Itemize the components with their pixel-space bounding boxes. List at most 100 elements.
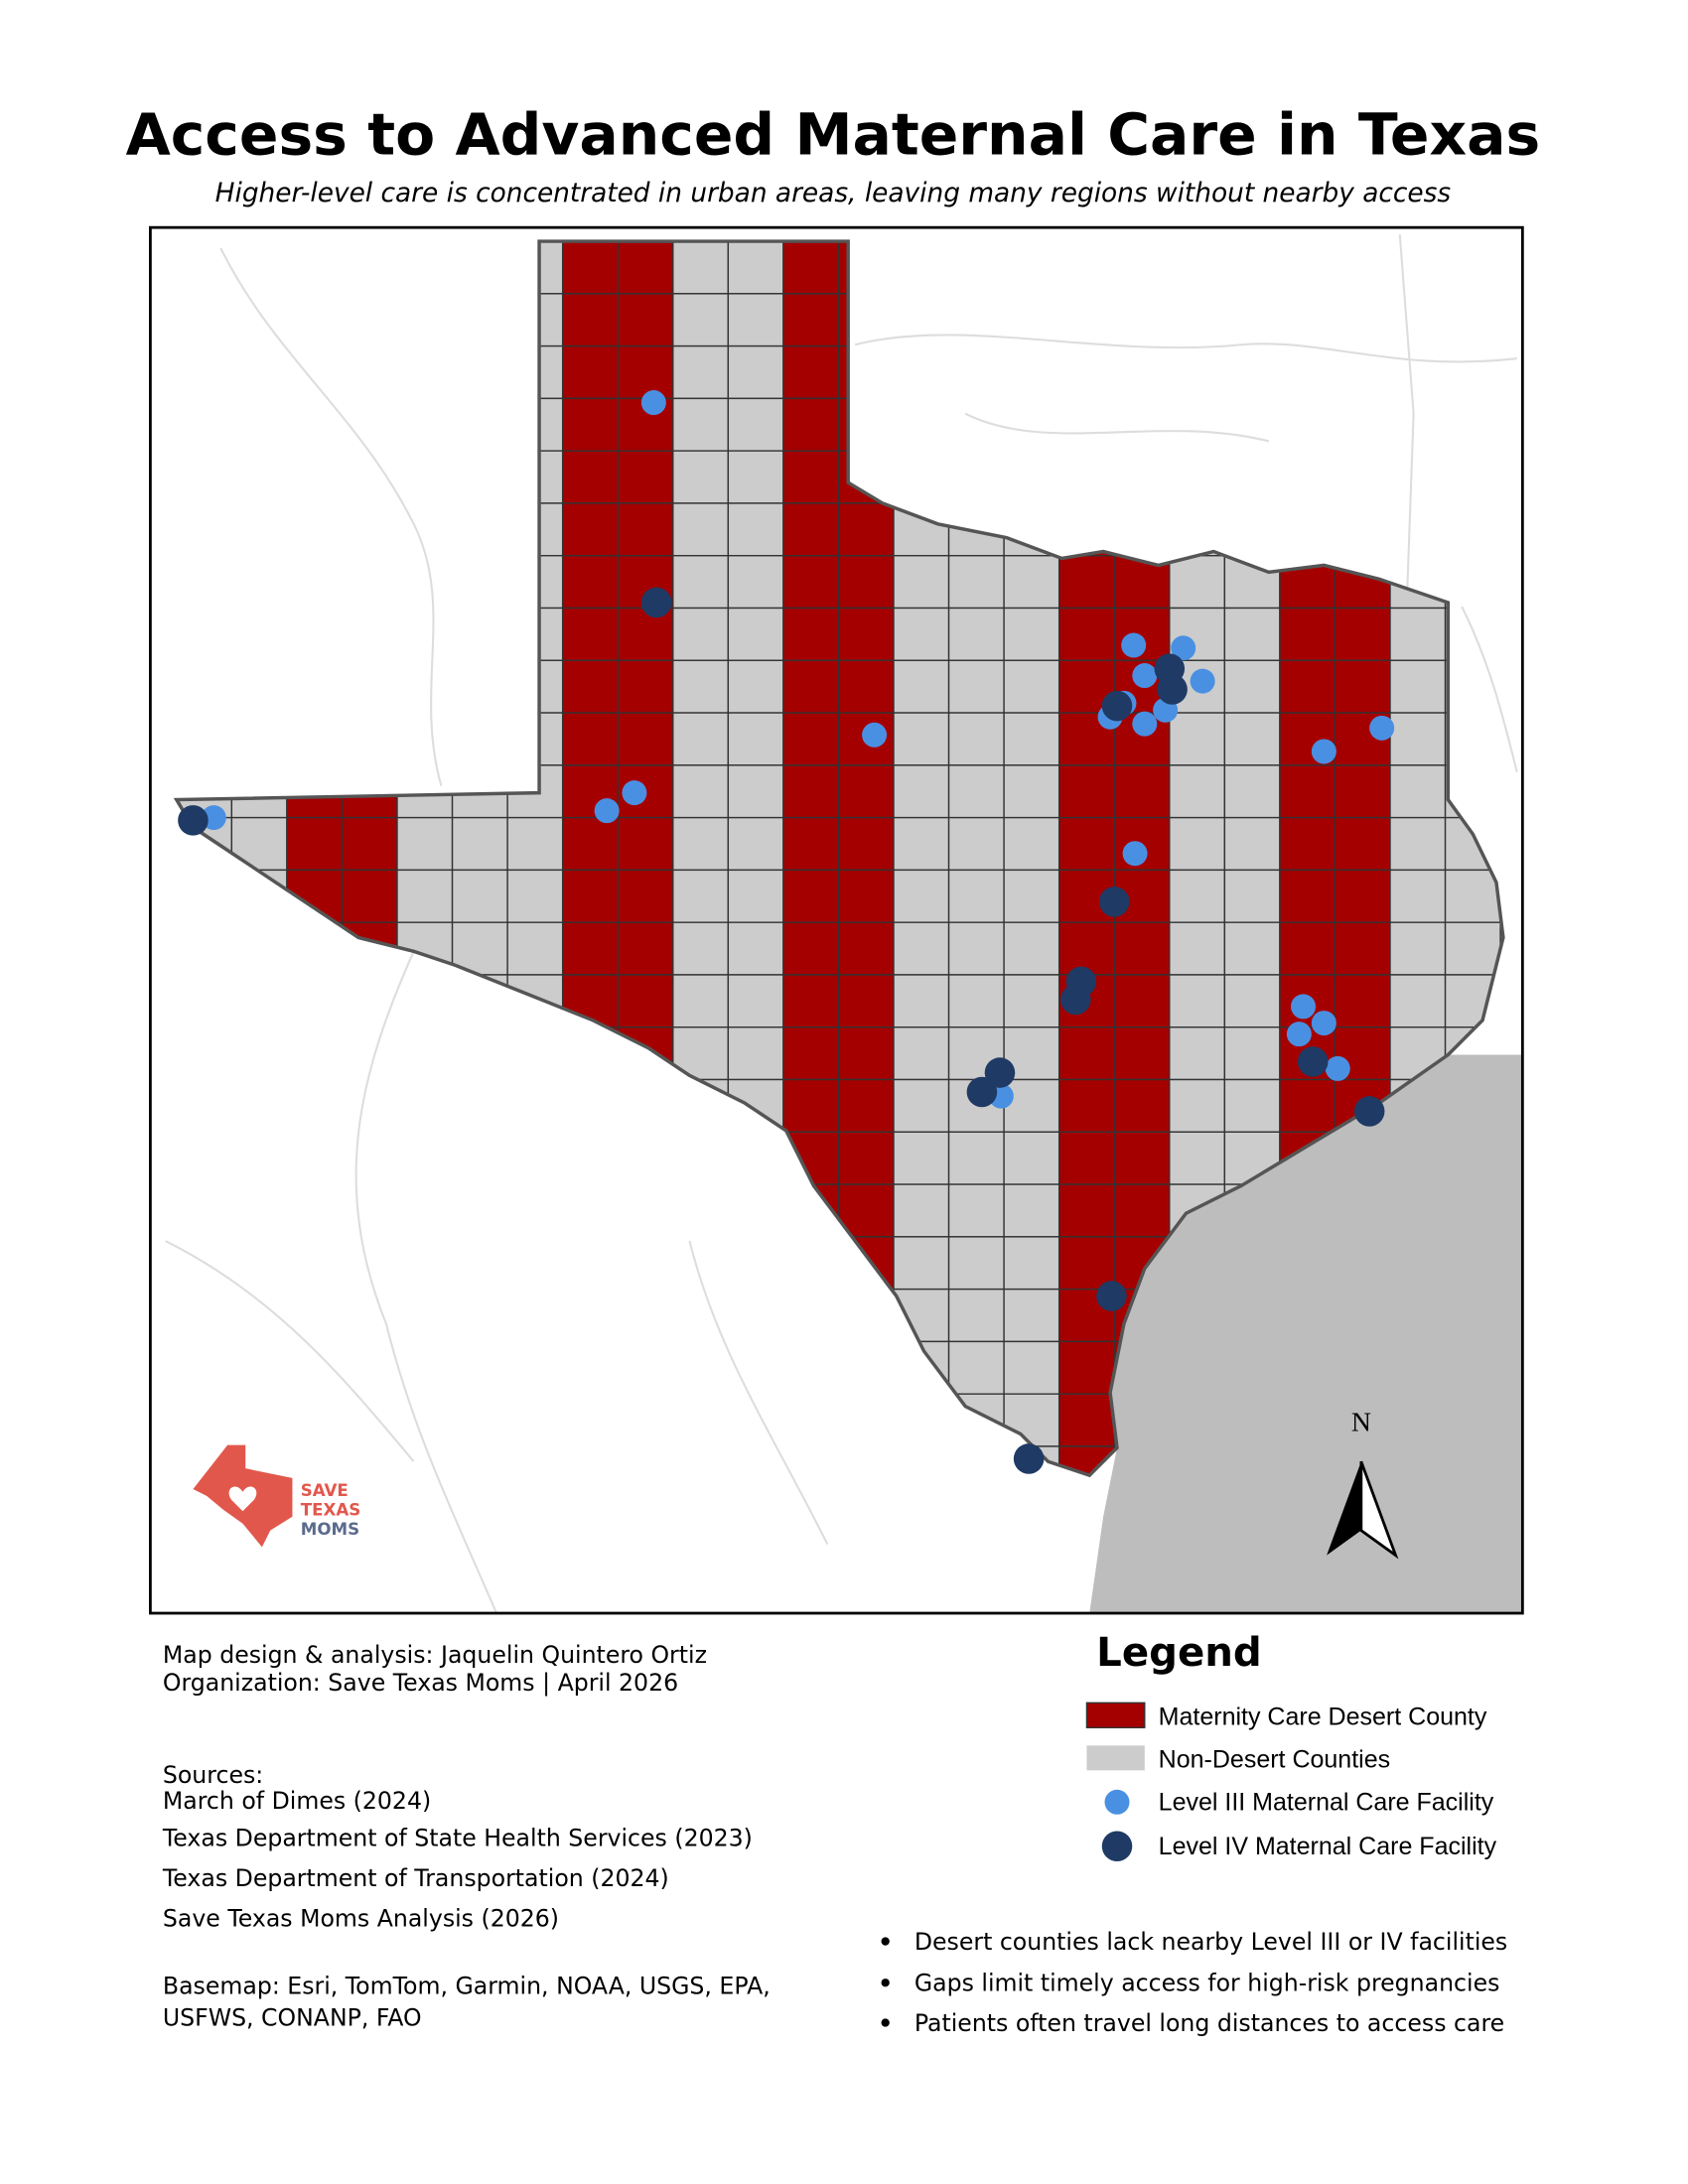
county — [947, 764, 1005, 819]
county — [396, 816, 454, 872]
county — [451, 869, 508, 923]
level-iv-facility — [1060, 984, 1091, 1016]
county — [782, 869, 840, 923]
county — [672, 344, 730, 400]
county — [1057, 1078, 1115, 1133]
county — [1169, 1131, 1226, 1185]
legend-label: Maternity Care Desert County — [1159, 1704, 1487, 1731]
level-iii-facility — [1132, 711, 1158, 737]
source: Save Texas Moms Analysis (2026) — [163, 1904, 559, 1932]
county — [837, 869, 895, 923]
county — [782, 450, 840, 504]
county — [506, 816, 564, 872]
county — [947, 555, 1005, 610]
county — [1113, 921, 1171, 976]
county — [947, 1288, 1005, 1343]
county — [617, 921, 674, 976]
credit: Organization: Save Texas Moms | April 20… — [163, 1669, 678, 1697]
county — [893, 659, 950, 714]
county — [561, 555, 619, 610]
county — [782, 764, 840, 819]
state-outline — [173, 239, 1505, 1478]
legend-title: Legend — [1096, 1630, 1262, 1676]
county — [893, 1026, 950, 1081]
county — [1003, 816, 1060, 872]
county — [672, 397, 730, 452]
county — [1389, 869, 1447, 923]
county — [561, 293, 619, 347]
legend-swatch — [1104, 1789, 1130, 1815]
county — [782, 1078, 840, 1133]
county — [617, 293, 674, 347]
county — [947, 1340, 1005, 1395]
county — [727, 293, 784, 347]
county — [1223, 974, 1281, 1028]
county — [893, 555, 950, 610]
county — [1223, 712, 1281, 766]
county — [672, 712, 730, 766]
county — [893, 816, 950, 872]
county — [561, 502, 619, 557]
county — [672, 555, 730, 610]
county — [893, 712, 950, 766]
county — [672, 921, 730, 976]
county — [1279, 607, 1336, 661]
county — [396, 869, 454, 923]
county — [1279, 764, 1336, 819]
legend-swatch — [1101, 1831, 1133, 1862]
bullet — [881, 2018, 890, 2027]
county — [1389, 659, 1447, 714]
county — [1169, 869, 1226, 923]
county — [893, 869, 950, 923]
level-iii-facility — [1132, 663, 1158, 689]
level-iv-facility — [1013, 1443, 1045, 1474]
source: March of Dimes (2024) — [163, 1787, 431, 1815]
county — [947, 921, 1005, 976]
county — [1223, 1026, 1281, 1081]
county — [1113, 1078, 1171, 1133]
county — [947, 869, 1005, 923]
county — [1444, 869, 1501, 923]
county — [947, 607, 1005, 661]
level-iii-facility — [622, 780, 647, 806]
county — [1003, 1078, 1060, 1133]
county — [617, 344, 674, 400]
level-iii-facility — [862, 722, 888, 748]
county — [727, 816, 784, 872]
county — [1003, 869, 1060, 923]
basemap: USFWS, CONANP, FAO — [163, 2003, 422, 2031]
level-iii-facility — [1311, 1011, 1336, 1036]
basemap-lines — [165, 234, 1518, 1614]
county — [617, 607, 674, 661]
logo-text: MOMS — [301, 1520, 359, 1539]
county — [617, 502, 674, 557]
county — [727, 921, 784, 976]
county — [837, 1078, 895, 1133]
county — [1003, 921, 1060, 976]
legend-label: Level III Maternal Care Facility — [1159, 1789, 1494, 1817]
county — [727, 555, 784, 610]
county — [837, 555, 895, 610]
level-iv-facility — [966, 1076, 998, 1108]
county — [1057, 1026, 1115, 1081]
level-iii-facility — [1171, 635, 1196, 661]
county — [1223, 921, 1281, 976]
county — [1223, 764, 1281, 819]
county — [727, 502, 784, 557]
county — [1389, 921, 1447, 976]
county — [1223, 607, 1281, 661]
level-iv-facility — [1353, 1096, 1385, 1127]
county — [286, 816, 344, 872]
county — [782, 344, 840, 400]
county — [1279, 869, 1336, 923]
county — [672, 816, 730, 872]
county — [1003, 1340, 1060, 1395]
county — [1057, 1236, 1115, 1291]
level-iii-facility — [1325, 1055, 1350, 1081]
county — [561, 816, 619, 872]
subtitle: Higher-level care is concentrated in urb… — [215, 179, 1452, 208]
county — [672, 450, 730, 504]
county — [1169, 974, 1226, 1028]
level-iv-facility — [1101, 690, 1133, 722]
